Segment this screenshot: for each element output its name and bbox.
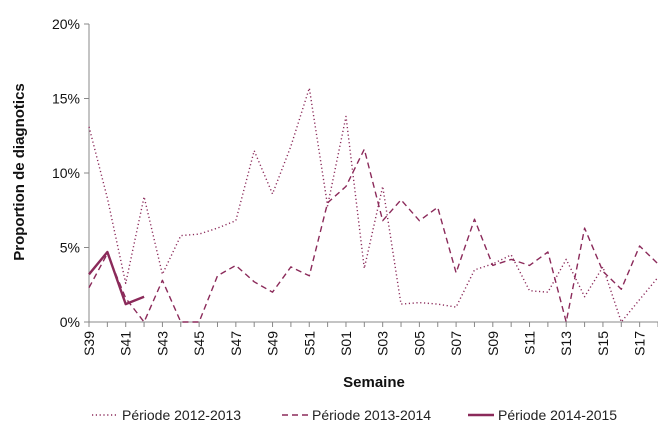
- x-tick-label: S13: [558, 331, 574, 356]
- x-tick-label: S07: [448, 331, 464, 356]
- x-tick-label: S17: [632, 331, 648, 356]
- series-line-2: [88, 148, 658, 323]
- legend-label: Période 2014-2015: [498, 407, 617, 423]
- series-line-3: [88, 250, 145, 306]
- legend-label: Période 2012-2013: [122, 407, 241, 423]
- x-tick-label: S39: [81, 331, 97, 356]
- x-tick-label: S49: [265, 331, 281, 356]
- x-axis-ticks: S39 S41 S43 S45 S47 S49 S51 S01 S03 S05 S07 S09 S11 S…: [81, 322, 658, 356]
- y-tick-label: 0%: [60, 314, 80, 330]
- legend-label: Période 2013-2014: [312, 407, 431, 423]
- x-tick-label: S15: [595, 331, 611, 356]
- x-tick-label: S09: [485, 331, 501, 356]
- legend: Période 2012-2013 Période 2013-2014 Périod…: [92, 407, 617, 423]
- y-axis-ticks: 0% 5% 10% 15% 20%: [52, 16, 89, 330]
- x-tick-label: S41: [118, 331, 134, 356]
- x-tick-label: S45: [191, 331, 207, 356]
- x-tick-label: S05: [411, 331, 427, 356]
- series-layer: [88, 87, 658, 323]
- y-tick-label: 15%: [52, 91, 80, 107]
- x-tick-label: S01: [338, 331, 354, 356]
- x-tick-label: S43: [154, 331, 170, 356]
- x-tick-label: S47: [228, 331, 244, 356]
- y-axis-title: Proportion de diagnotics: [11, 83, 28, 261]
- x-tick-label: S51: [301, 331, 317, 356]
- y-tick-label: 10%: [52, 165, 80, 181]
- y-tick-label: 20%: [52, 16, 80, 32]
- x-tick-label: S03: [375, 331, 391, 356]
- y-tick-label: 5%: [60, 240, 80, 256]
- x-tick-label: S11: [522, 331, 538, 355]
- x-axis-title: Semaine: [343, 374, 405, 391]
